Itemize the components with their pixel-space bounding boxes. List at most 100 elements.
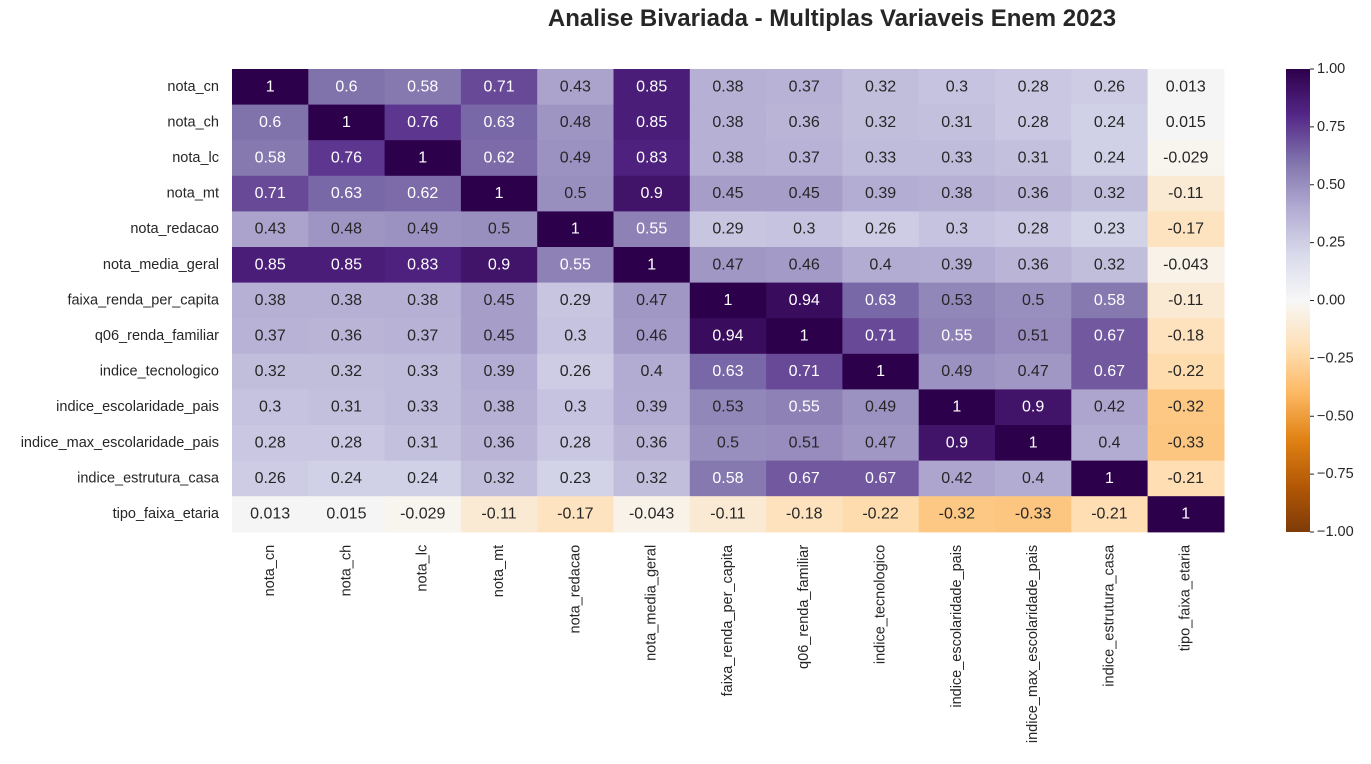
- heatmap-cell: [308, 211, 386, 248]
- cell-value-label: 1: [266, 78, 275, 95]
- cell-value-label: 0.47: [712, 256, 743, 273]
- heatmap-cell: [842, 389, 920, 426]
- cell-value-label: 0.9: [488, 256, 510, 273]
- cell-value-label: 1: [1029, 434, 1038, 451]
- y-tick-label: indice_tecnologico: [100, 364, 219, 380]
- cell-value-label: 0.32: [865, 78, 896, 95]
- cell-value-label: -0.11: [710, 506, 745, 523]
- heatmap-cell: [1147, 282, 1225, 319]
- cell-value-label: 0.58: [407, 78, 438, 95]
- y-tick-label: nota_cn: [167, 79, 219, 95]
- heatmap-cell: [308, 175, 386, 212]
- heatmap-cell: [613, 69, 691, 106]
- heatmap-cell: [232, 175, 309, 212]
- heatmap-cell: [842, 140, 920, 177]
- heatmap-cell: [460, 140, 538, 177]
- heatmap-cell: [918, 460, 996, 497]
- cell-value-label: 0.32: [1094, 185, 1125, 202]
- heatmap-cell: [1147, 69, 1225, 106]
- colorbar-tick-label: −0.25: [1317, 350, 1354, 366]
- cell-value-label: 0.38: [712, 150, 743, 167]
- cell-value-label: 0.4: [641, 363, 663, 380]
- heatmap-cell: [232, 496, 309, 533]
- heatmap-cell: [689, 425, 767, 462]
- cell-value-label: 0.013: [1166, 78, 1206, 95]
- cell-value-label: -0.17: [1168, 221, 1205, 238]
- heatmap-cell: [308, 140, 386, 177]
- heatmap-cell: [1071, 140, 1149, 177]
- heatmap-cell: [918, 140, 996, 177]
- cell-value-label: 0.5: [564, 185, 586, 202]
- cell-value-label: 0.33: [407, 363, 438, 380]
- heatmap-cell: [995, 247, 1072, 284]
- cell-value-label: 0.58: [1094, 292, 1125, 309]
- cell-value-label: 0.38: [331, 292, 362, 309]
- cell-value-label: 0.24: [331, 470, 362, 487]
- heatmap-cell: [384, 353, 462, 390]
- cell-value-label: 1: [342, 114, 351, 131]
- heatmap-cell: [537, 140, 615, 177]
- cell-value-label: 1: [800, 328, 809, 345]
- heatmap-cell: [613, 282, 691, 319]
- cell-value-label: 0.49: [941, 363, 972, 380]
- cell-value-label: 0.015: [326, 506, 366, 523]
- heatmap-cell: [384, 175, 462, 212]
- heatmap-cell: [842, 460, 920, 497]
- cell-value-label: 0.3: [564, 328, 586, 345]
- cell-value-label: 0.3: [946, 221, 968, 238]
- heatmap-cell: [995, 318, 1072, 355]
- cell-value-label: 0.48: [331, 221, 362, 238]
- cell-value-label: 0.31: [331, 399, 362, 416]
- heatmap-cell: [1071, 389, 1149, 426]
- heatmap-cell: [995, 211, 1072, 248]
- heatmap-cell: [995, 175, 1072, 212]
- cell-value-label: 0.83: [636, 150, 667, 167]
- heatmap-cell: [918, 425, 996, 462]
- heatmap-cell: [537, 460, 615, 497]
- heatmap-cell: [766, 425, 843, 462]
- heatmap-cell: [232, 247, 309, 284]
- colorbar-tick-label: −1.00: [1317, 524, 1354, 540]
- heatmap-cell: [613, 140, 691, 177]
- cell-value-label: 0.24: [407, 470, 438, 487]
- heatmap-cell: [766, 211, 843, 248]
- heatmap-cell: [918, 247, 996, 284]
- heatmap-cell: [918, 282, 996, 319]
- heatmap-cell: [1071, 353, 1149, 390]
- heatmap-cell: [384, 318, 462, 355]
- heatmap-cell: [918, 496, 996, 533]
- heatmap-cell: [842, 353, 920, 390]
- cell-value-label: 0.31: [407, 434, 438, 451]
- heatmap-cell: [766, 175, 843, 212]
- cell-value-label: 0.32: [1094, 256, 1125, 273]
- cell-value-label: 0.32: [255, 363, 286, 380]
- cell-value-label: 0.28: [1018, 221, 1049, 238]
- cell-value-label: 0.67: [1094, 363, 1125, 380]
- cell-value-label: 0.67: [789, 470, 820, 487]
- heatmap-cell: [689, 496, 767, 533]
- heatmap-cells: 1 0.6 0.58 0.71 0.43 0.85 0.38 0.37 0.32 0.3 0.28 0…: [232, 69, 1225, 533]
- heatmap-cell: [537, 496, 615, 533]
- cell-value-label: 0.4: [1022, 470, 1044, 487]
- cell-value-label: 1: [1105, 470, 1114, 487]
- x-tick-label: nota_lc: [415, 545, 431, 592]
- cell-value-label: 0.62: [483, 150, 514, 167]
- cell-value-label: 0.39: [483, 363, 514, 380]
- heatmap-cell: [689, 104, 767, 141]
- heatmap-cell: [842, 425, 920, 462]
- heatmap-cell: [1071, 496, 1149, 533]
- heatmap-cell: [460, 282, 538, 319]
- x-tick-label: indice_max_escolaridade_pais: [1025, 545, 1041, 743]
- cell-value-label: 0.63: [865, 292, 896, 309]
- cell-value-label: 0.5: [488, 221, 510, 238]
- cell-value-label: 0.36: [1018, 256, 1049, 273]
- cell-value-label: 0.5: [717, 434, 739, 451]
- y-tick-label: q06_renda_familiar: [95, 328, 219, 344]
- cell-value-label: 0.71: [789, 363, 820, 380]
- heatmap-cell: [1147, 104, 1225, 141]
- heatmap-cell: [918, 69, 996, 106]
- cell-value-label: 1: [952, 399, 961, 416]
- x-tick-label: q06_renda_familiar: [796, 545, 812, 669]
- heatmap-cell: [460, 425, 538, 462]
